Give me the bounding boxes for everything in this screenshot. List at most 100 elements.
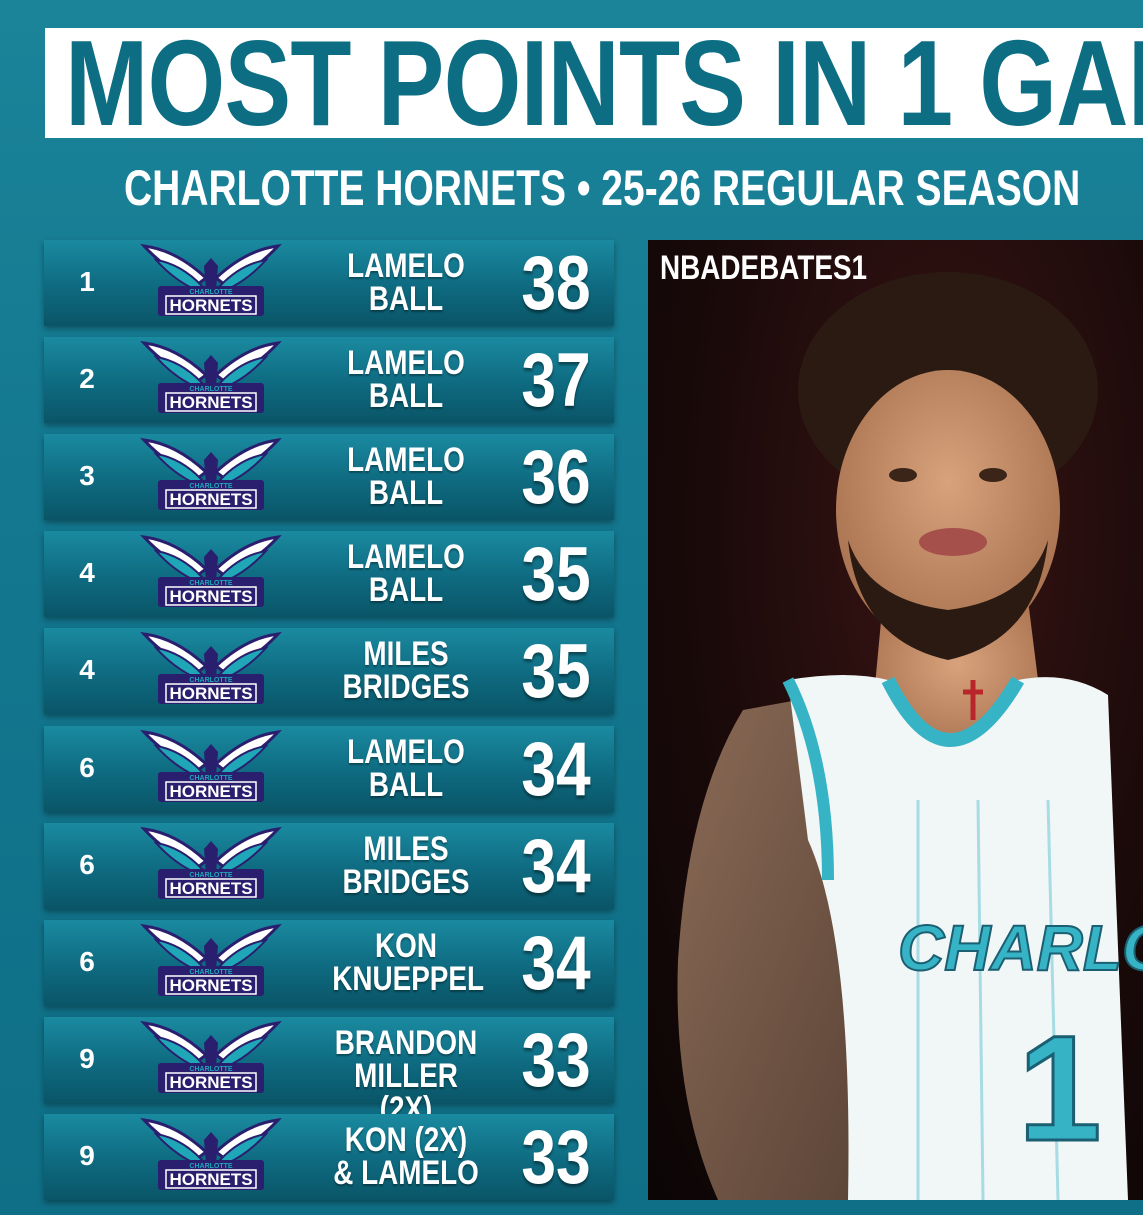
title-banner: MOST POINTS IN 1 GAM — [45, 28, 1143, 138]
svg-text:HORNETS: HORNETS — [169, 879, 252, 898]
pinstripe — [976, 799, 985, 1200]
jersey-number: 1 — [1018, 1004, 1101, 1172]
page-title: MOST POINTS IN 1 GAM — [65, 28, 1143, 138]
svg-text:HORNETS: HORNETS — [169, 1073, 252, 1092]
svg-text:HORNETS: HORNETS — [169, 490, 252, 509]
player-name-line2: BRIDGES — [342, 668, 470, 706]
points-value: 34 — [521, 921, 591, 1006]
points-value: 38 — [521, 241, 591, 326]
player-name-line2: BRIDGES — [342, 863, 470, 901]
cross-tattoo — [963, 680, 983, 720]
svg-text:CHARLOTTE: CHARLOTTE — [189, 580, 232, 587]
player-name-line2: BALL — [368, 571, 444, 609]
player-name-line2: BALL — [368, 280, 444, 318]
player-name: KON (2X) & LAMELO — [332, 1121, 480, 1192]
player-name-line1: BRANDON — [334, 1024, 478, 1062]
left-eye — [889, 468, 917, 482]
player-name-line1: LAMELO — [347, 538, 465, 576]
svg-text:CHARLOTTE: CHARLOTTE — [189, 1163, 232, 1170]
svg-text:CHARLOTTE: CHARLOTTE — [189, 1066, 232, 1073]
svg-text:CHARLOTTE: CHARLOTTE — [189, 872, 232, 879]
player-name-line1: KON — [375, 927, 437, 965]
rank-number: 6 — [79, 946, 95, 977]
rank-number: 1 — [79, 266, 95, 297]
player-name-line2: & LAMELO — [333, 1154, 479, 1192]
leaderboard-row: 6 CHARLOTTE HORNETS KON KNUEPPEL 34 — [44, 920, 614, 1006]
points-value: 35 — [521, 532, 591, 617]
jersey-shape — [788, 675, 1128, 1200]
player-name-line2: KNUEPPEL — [332, 960, 485, 998]
right-eye — [979, 468, 1007, 482]
player-name: LAMELO BALL — [332, 247, 480, 318]
points-value: 37 — [521, 338, 591, 423]
rank-number: 9 — [79, 1043, 95, 1074]
player-name-line2: BALL — [368, 474, 444, 512]
points-value: 34 — [521, 824, 591, 909]
pinstripe — [1046, 799, 1060, 1200]
leaderboard-row: 2 CHARLOTTE HORNETS LAMELO BALL 37 — [44, 337, 614, 423]
player-name-line2: BALL — [368, 377, 444, 415]
svg-text:CHARLOTTE: CHARLOTTE — [189, 677, 232, 684]
leaderboard-row: 4 CHARLOTTE HORNETS LAMELO BALL 35 — [44, 531, 614, 617]
player-name-line1: MILES — [363, 830, 449, 868]
leaderboard-row: 3 CHARLOTTE HORNETS LAMELO BALL 36 — [44, 434, 614, 520]
leaderboard-row: 6 CHARLOTTE HORNETS LAMELO BALL 34 — [44, 726, 614, 812]
player-name-line1: LAMELO — [347, 247, 465, 285]
leaderboard-row: 6 CHARLOTTE HORNETS MILES BRIDGES 34 — [44, 823, 614, 909]
rank-number: 4 — [79, 557, 95, 588]
watermark-handle: NBADEBATES1 — [660, 249, 868, 287]
player-name: LAMELO BALL — [332, 733, 480, 804]
page-subtitle: CHARLOTTE HORNETS • 25-26 REGULAR SEASON — [124, 160, 1081, 216]
svg-text:CHARLOTTE: CHARLOTTE — [189, 386, 232, 393]
player-name-line1: LAMELO — [347, 344, 465, 382]
svg-text:HORNETS: HORNETS — [169, 1170, 252, 1189]
player-name: LAMELO BALL — [332, 441, 480, 512]
svg-text:CHARLOTTE: CHARLOTTE — [189, 969, 232, 976]
player-name: LAMELO BALL — [332, 344, 480, 415]
jersey-lettering: CHARLOTTE — [898, 912, 1143, 984]
rank-number: 9 — [79, 1140, 95, 1171]
rank-number: 3 — [79, 460, 95, 491]
player-name-line1: MILES — [363, 635, 449, 673]
points-value: 35 — [521, 629, 591, 714]
svg-text:HORNETS: HORNETS — [169, 782, 252, 801]
svg-text:CHARLOTTE: CHARLOTTE — [189, 775, 232, 782]
points-value: 34 — [521, 727, 591, 812]
points-value: 33 — [521, 1018, 591, 1103]
rank-number: 6 — [79, 752, 95, 783]
player-name: LAMELO BALL — [332, 538, 480, 609]
rank-number: 2 — [79, 363, 95, 394]
player-name: MILES BRIDGES — [332, 830, 480, 901]
points-value: 36 — [521, 435, 591, 520]
player-name-line1: LAMELO — [347, 733, 465, 771]
mouth-shape — [919, 528, 987, 556]
player-name-line1: KON (2X) — [344, 1121, 468, 1159]
player-name: MILES BRIDGES — [332, 635, 480, 706]
player-name: BRANDON MILLER (2X) — [332, 1024, 480, 1126]
svg-text:HORNETS: HORNETS — [169, 587, 252, 606]
jersey-trim — [881, 676, 1025, 747]
svg-text:CHARLOTTE: CHARLOTTE — [189, 289, 232, 296]
player-photo: CHARLOTTE 1 — [677, 272, 1143, 1200]
beard-shape — [848, 540, 1048, 660]
svg-text:HORNETS: HORNETS — [169, 976, 252, 995]
player-name-line2: BALL — [368, 766, 444, 804]
leaderboard-row: 4 CHARLOTTE HORNETS MILES BRIDGES 35 — [44, 628, 614, 714]
player-name-line1: LAMELO — [347, 441, 465, 479]
leaderboard-row: 1 CHARLOTTE HORNETS LAMELO BALL 38 — [44, 240, 614, 326]
jersey-armhole-trim — [782, 677, 834, 881]
svg-text:HORNETS: HORNETS — [169, 684, 252, 703]
svg-text:HORNETS: HORNETS — [169, 393, 252, 412]
svg-text:CHARLOTTE: CHARLOTTE — [189, 483, 232, 490]
leaderboard-row: 9 CHARLOTTE HORNETS BRANDON MILLER (2X) 33 — [44, 1017, 614, 1126]
rank-number: 6 — [79, 849, 95, 880]
